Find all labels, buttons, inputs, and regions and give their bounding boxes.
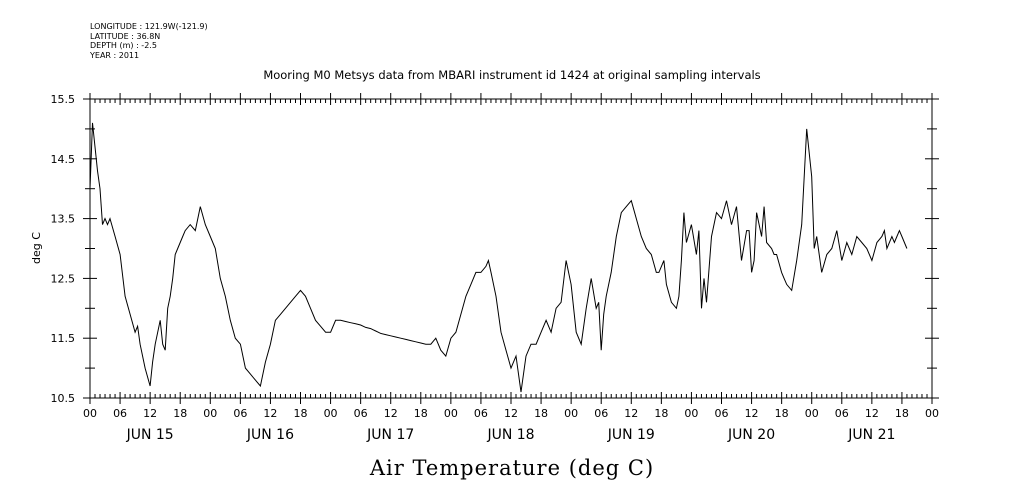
x-tick-label: 00 xyxy=(805,407,819,420)
series-line-air-temperature xyxy=(89,122,908,393)
x-tick-label: 00 xyxy=(684,407,698,420)
x-tick-label: 12 xyxy=(624,407,638,420)
y-tick-label: 12.5 xyxy=(51,272,76,285)
x-tick-label: 00 xyxy=(324,407,338,420)
x-tick-label: 00 xyxy=(83,407,97,420)
day-label: JUN 20 xyxy=(727,427,775,443)
y-tick-label: 11.5 xyxy=(51,332,76,345)
x-tick-label: 06 xyxy=(474,407,488,420)
axis-ticks xyxy=(83,93,939,404)
x-tick-label: 18 xyxy=(173,407,187,420)
day-label: JUN 15 xyxy=(126,427,174,443)
y-tick-label: 13.5 xyxy=(51,213,76,226)
y-tick-label: 10.5 xyxy=(51,392,76,405)
x-tick-label: 12 xyxy=(143,407,157,420)
x-tick-label: 18 xyxy=(534,407,548,420)
x-tick-label: 18 xyxy=(895,407,909,420)
x-tick-label: 06 xyxy=(354,407,368,420)
x-tick-label: 12 xyxy=(745,407,759,420)
x-tick-label: 00 xyxy=(203,407,217,420)
x-tick-label: 18 xyxy=(775,407,789,420)
day-label: JUN 16 xyxy=(246,427,294,443)
x-tick-label: 06 xyxy=(113,407,127,420)
chart-title: Mooring M0 Metsys data from MBARI instru… xyxy=(263,68,760,82)
longitude-text: LONGITUDE : 121.9W(-121.9) xyxy=(90,22,208,31)
x-tick-labels: 00 06 12 18 00 06 12 18 00 06 12 18 00 06 12 18 00 06 12 18… xyxy=(83,407,939,420)
x-tick-label: 00 xyxy=(444,407,458,420)
y-axis-label: deg C xyxy=(30,232,43,264)
day-label: JUN 18 xyxy=(486,427,534,443)
x-tick-label: 06 xyxy=(594,407,608,420)
metadata-block: LONGITUDE : 121.9W(-121.9) LATITUDE : 36… xyxy=(90,22,208,60)
y-tick-label: 14.5 xyxy=(51,153,76,166)
x-tick-label: 00 xyxy=(925,407,939,420)
x-tick-label: 18 xyxy=(414,407,428,420)
x-axis-label: Air Temperature (deg C) xyxy=(369,456,654,480)
x-tick-label: 06 xyxy=(715,407,729,420)
x-tick-label: 18 xyxy=(654,407,668,420)
x-tick-label: 00 xyxy=(564,407,578,420)
year-text: YEAR : 2011 xyxy=(90,50,140,60)
depth-text: DEPTH (m) : -2.5 xyxy=(90,41,157,51)
x-tick-label: 18 xyxy=(294,407,308,420)
day-label: JUN 21 xyxy=(847,427,895,443)
x-tick-label: 12 xyxy=(504,407,518,420)
x-tick-label: 12 xyxy=(384,407,398,420)
x-tick-label: 06 xyxy=(835,407,849,420)
day-label: JUN 17 xyxy=(366,427,414,443)
latitude-text: LATITUDE : 36.8N xyxy=(90,31,161,41)
day-labels: JUN 15 JUN 16 JUN 17 JUN 18 JUN 19 JUN 20 JUN … xyxy=(126,427,896,443)
x-tick-label: 06 xyxy=(233,407,247,420)
y-tick-label: 15.5 xyxy=(51,93,76,106)
y-tick-labels: 10.5 11.5 12.5 13.5 14.5 15.5 xyxy=(51,93,76,405)
day-label: JUN 19 xyxy=(607,427,655,443)
x-tick-label: 12 xyxy=(263,407,277,420)
x-tick-label: 12 xyxy=(865,407,879,420)
